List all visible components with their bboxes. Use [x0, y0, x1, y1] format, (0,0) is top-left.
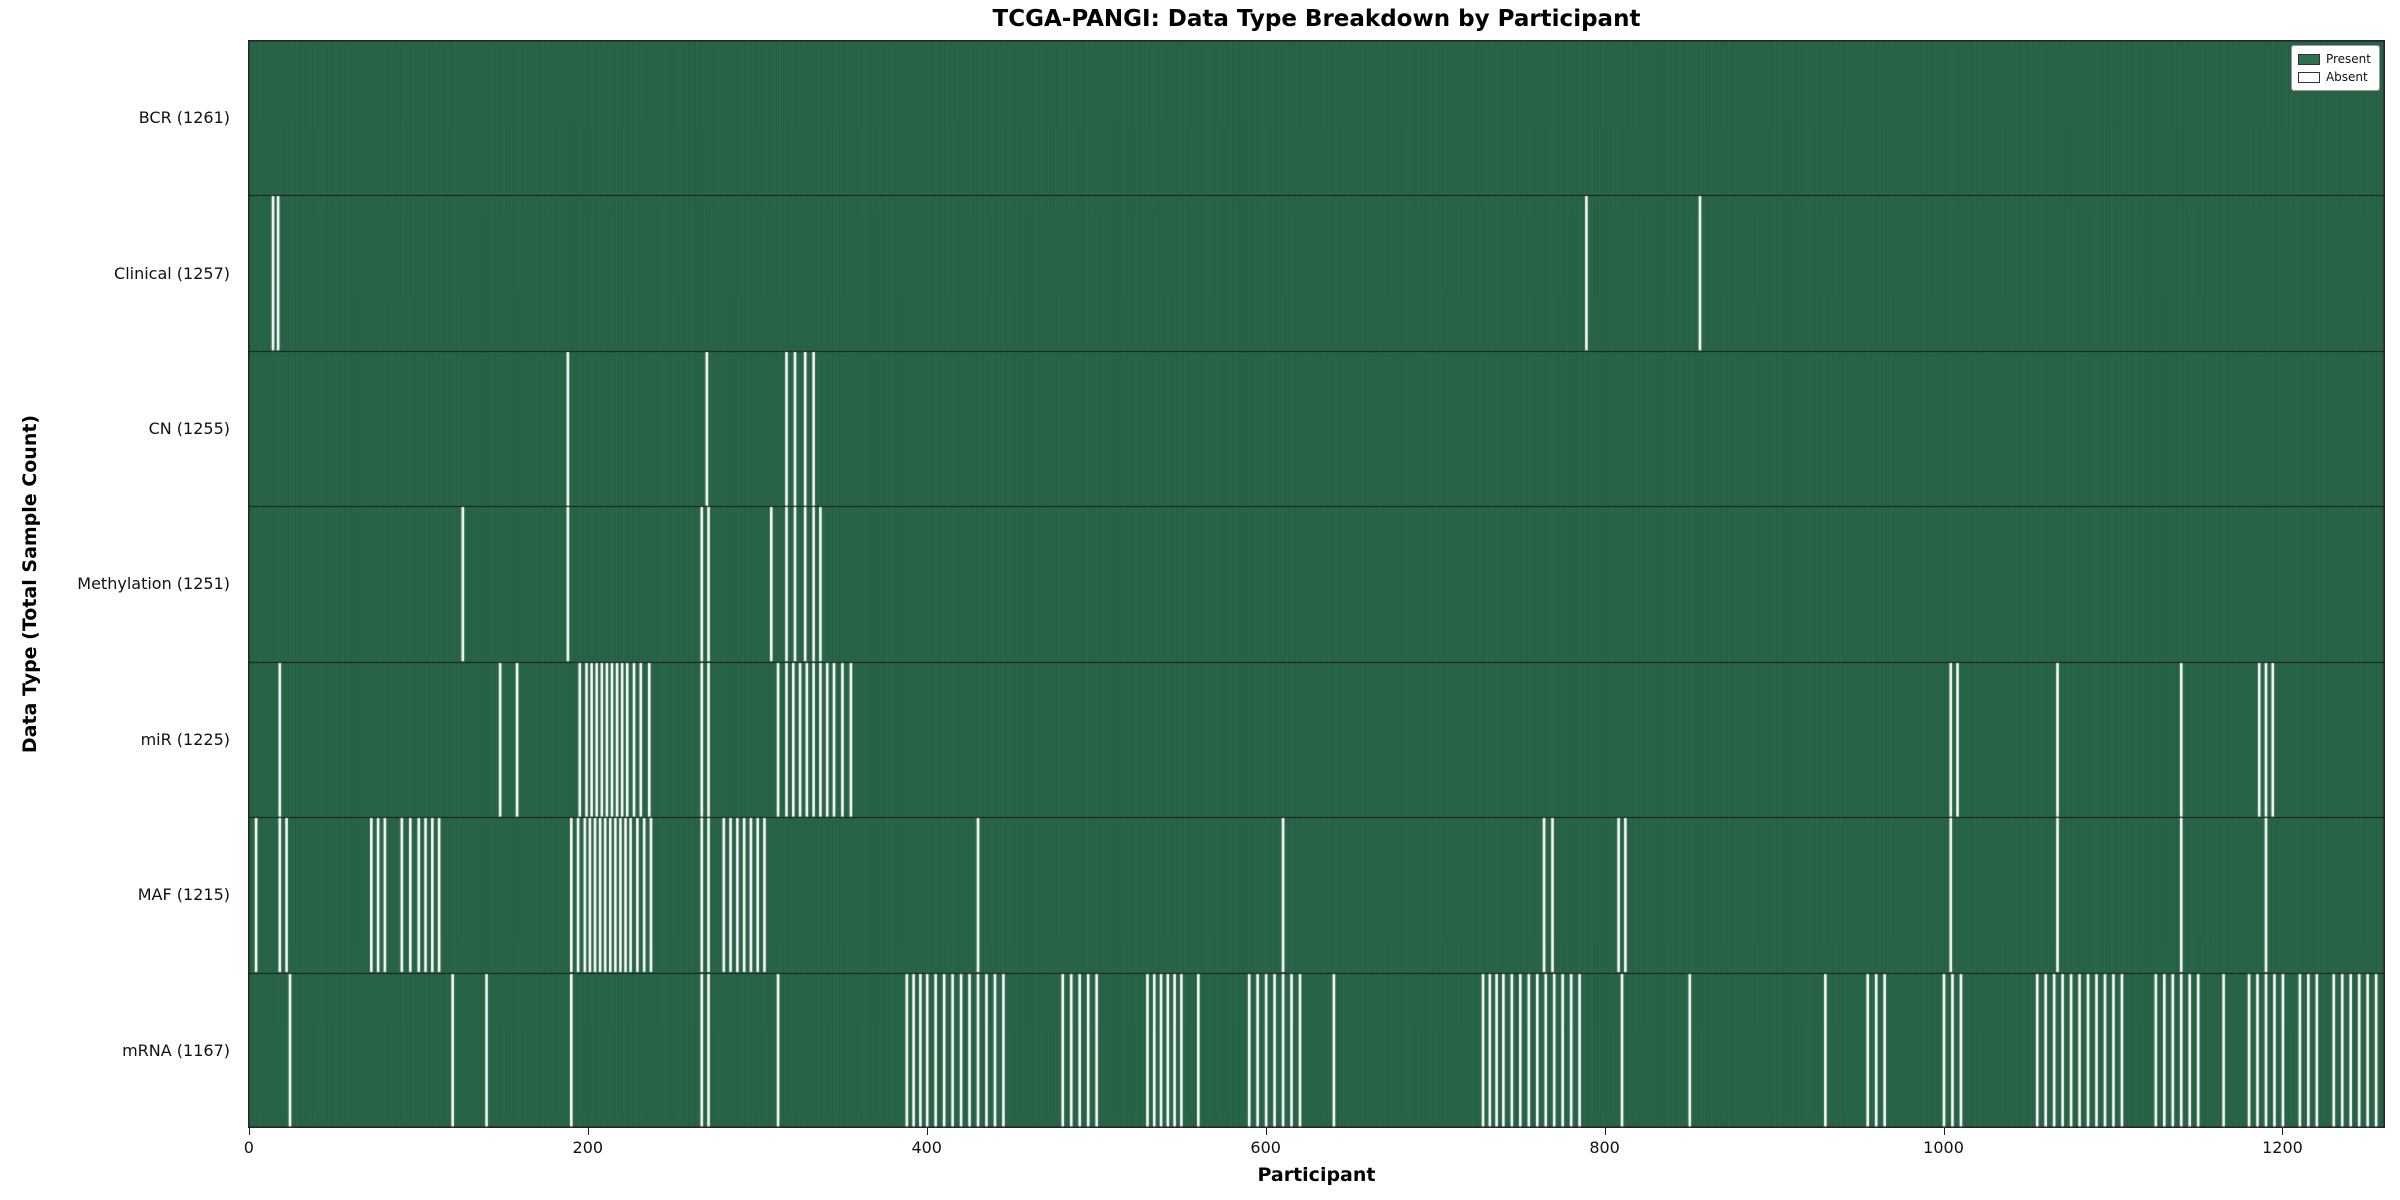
x-axis-label: Participant [1257, 1164, 1376, 1186]
x-tick-label: 0 [243, 1138, 254, 1157]
chart-title: TCGA-PANGI: Data Type Breakdown by Parti… [992, 6, 1641, 32]
y-tick-labels: BCR (1261) Clinical (1257) CN (1255) Methyl… [0, 40, 240, 1128]
legend-label: Present [2325, 52, 2371, 66]
y-tick-label: CN (1255) [148, 419, 230, 439]
plot-area: Present Absent [248, 40, 2385, 1128]
legend-label: Absent [2325, 70, 2368, 84]
x-tick-mark [1604, 1128, 1606, 1135]
legend-entry: Absent [2297, 68, 2371, 86]
x-tick-mark [2282, 1128, 2284, 1135]
x-tick-labels: 0 200 400 600 800 1000 1200 [0, 1128, 2400, 1164]
x-tick-mark [248, 1128, 250, 1135]
legend: Present Absent [2290, 45, 2380, 91]
y-tick-label: MAF (1215) [137, 885, 230, 905]
legend-swatch-present [2297, 53, 2320, 65]
y-tick-label: Clinical (1257) [114, 263, 230, 283]
x-tick-mark [926, 1128, 928, 1135]
heatmap-canvas [248, 40, 2385, 1128]
x-tick-label: 1200 [2262, 1138, 2303, 1157]
x-tick-label: 600 [1250, 1138, 1281, 1157]
x-tick-label: 200 [572, 1138, 604, 1157]
y-tick-label: Methylation (1251) [77, 574, 230, 594]
x-tick-mark [1943, 1128, 1945, 1135]
y-tick-label: BCR (1261) [138, 108, 230, 128]
y-tick-label: miR (1225) [140, 729, 230, 749]
x-tick-mark [587, 1128, 589, 1135]
x-tick-label: 400 [911, 1138, 942, 1157]
x-tick-mark [1265, 1128, 1267, 1135]
x-tick-label: 1000 [1923, 1138, 1964, 1157]
y-tick-label: mRNA (1167) [122, 1040, 230, 1060]
x-tick-label: 800 [1589, 1138, 1620, 1157]
legend-entry: Present [2297, 50, 2371, 68]
legend-swatch-absent [2297, 71, 2320, 83]
